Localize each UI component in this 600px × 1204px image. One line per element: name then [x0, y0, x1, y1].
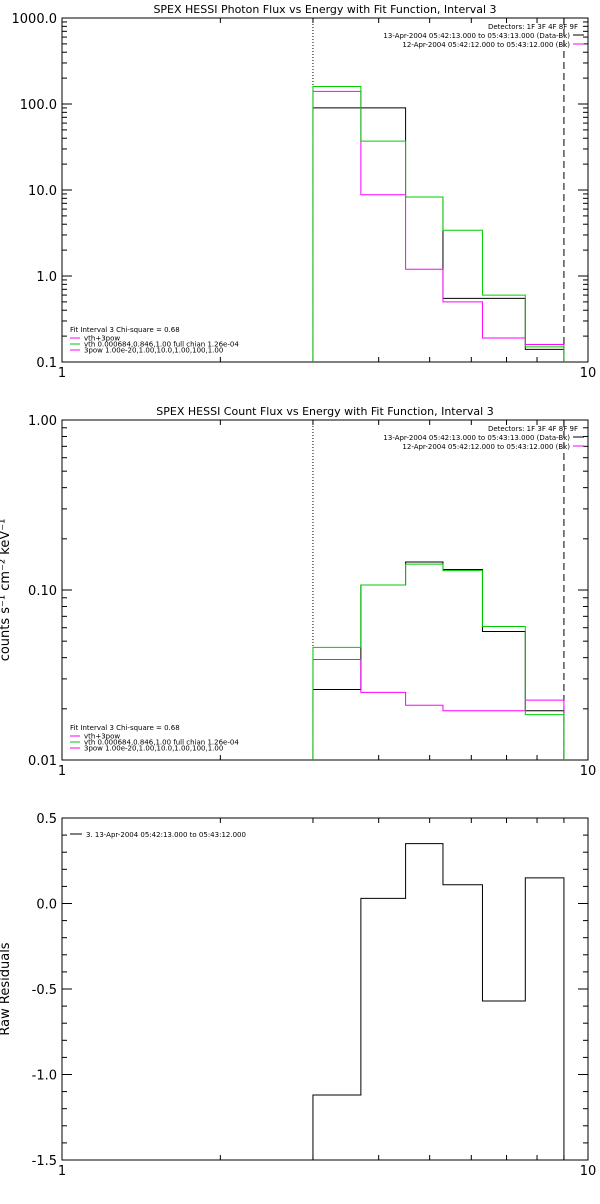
legend-header: Fit Interval 3 Chi-square = 0.68 — [70, 326, 180, 334]
y-tick-label: 1.0 — [36, 270, 57, 285]
legend-entry: vth+3pow — [84, 335, 120, 343]
plot-frame — [61, 17, 589, 363]
series-1 — [312, 843, 565, 1160]
legend-entry: 13-Apr-2004 05:42:13.000 to 05:43:13.000… — [383, 434, 570, 442]
series-1 — [312, 107, 565, 362]
legend-header: Detectors: 1F 3F 4F 8F 9F — [488, 425, 578, 433]
series-3 — [312, 563, 565, 760]
legend-entry: vth 0.000684,0.846,1.00 full chian 1.26e… — [84, 341, 239, 349]
legend-entry: 12-Apr-2004 05:42:12.000 to 05:43:12.000… — [402, 41, 570, 49]
series-line — [312, 85, 565, 362]
chart-title: SPEX HESSI Count Flux vs Energy with Fit… — [156, 405, 493, 418]
legend-entry: 13-Apr-2004 05:42:13.000 to 05:43:13.000… — [383, 32, 570, 40]
x-tick-label: 1 — [58, 1164, 66, 1179]
y-tick-label: 0.01 — [28, 754, 57, 769]
legend-entry: vth+3pow — [84, 733, 120, 741]
x-tick-label: 10 — [580, 764, 597, 779]
series-2 — [312, 90, 565, 362]
chart-title: SPEX HESSI Photon Flux vs Energy with Fi… — [153, 3, 496, 16]
series-line — [312, 561, 565, 760]
legend-bottom: Fit Interval 3 Chi-square = 0.68vth+3pow… — [70, 724, 239, 753]
y-tick-label: 0.0 — [36, 898, 57, 913]
y-tick-label: -1.0 — [32, 1069, 57, 1084]
series-line — [312, 843, 565, 1160]
panel-1: SPEX HESSI Photon Flux vs Energy with Fi… — [12, 3, 597, 381]
series-line — [312, 90, 565, 362]
legend-header: Detectors: 1F 3F 4F 8F 9F — [488, 23, 578, 31]
series-1 — [312, 561, 565, 760]
y-tick-label: -0.5 — [32, 983, 57, 998]
series-line — [312, 563, 565, 760]
x-tick-label: 10 — [580, 1164, 597, 1179]
legend-entry: 3pow 1.00e-20,1.00,10.0,1.00,100,1.00 — [84, 347, 223, 355]
x-tick-label: 10 — [580, 366, 597, 381]
legend-header: Fit Interval 3 Chi-square = 0.68 — [70, 724, 180, 732]
legend-entry: 12-Apr-2004 05:42:12.000 to 05:43:12.000… — [402, 443, 570, 451]
x-tick-label: 1 — [58, 366, 66, 381]
legend-entry: vth 0.000684,0.846,1.00 full chian 1.26e… — [84, 739, 239, 747]
y-tick-label: -1.5 — [32, 1154, 57, 1169]
legend-bottom: Fit Interval 3 Chi-square = 0.68vth+3pow… — [70, 326, 239, 355]
y-tick-label: 10.0 — [28, 184, 57, 199]
legend-entry: 3pow 1.00e-20,1.00,10.0,1.00,100,1.00 — [84, 745, 223, 753]
y-tick-label: 0.5 — [36, 812, 57, 827]
legend-top: 3. 13-Apr-2004 05:42:13.000 to 05:43:12.… — [70, 831, 246, 839]
y-axis-label: Raw Residuals — [0, 942, 13, 1035]
y-tick-label: 1000.0 — [12, 12, 58, 27]
series-3 — [312, 85, 565, 362]
legend-entry: 3. 13-Apr-2004 05:42:13.000 to 05:43:12.… — [86, 831, 246, 839]
y-tick-label: 100.0 — [20, 98, 57, 113]
panel-2: SPEX HESSI Count Flux vs Energy with Fit… — [0, 405, 596, 779]
series-2 — [312, 659, 565, 760]
y-axis-label: counts s⁻¹ cm⁻² keV⁻¹ — [0, 519, 13, 662]
y-tick-label: 0.10 — [28, 584, 57, 599]
plot-frame — [61, 817, 589, 1161]
y-tick-label: 0.1 — [36, 356, 57, 371]
x-tick-label: 1 — [58, 764, 66, 779]
panel-3: 1 10 -1.5 -1.0 -0.5 0.0 0.5 Raw Residuals 3. 13-… — [0, 812, 596, 1179]
y-tick-label: 1.00 — [28, 414, 57, 429]
plot-frame — [61, 419, 589, 761]
series-line — [312, 659, 565, 760]
series-line — [312, 107, 565, 362]
